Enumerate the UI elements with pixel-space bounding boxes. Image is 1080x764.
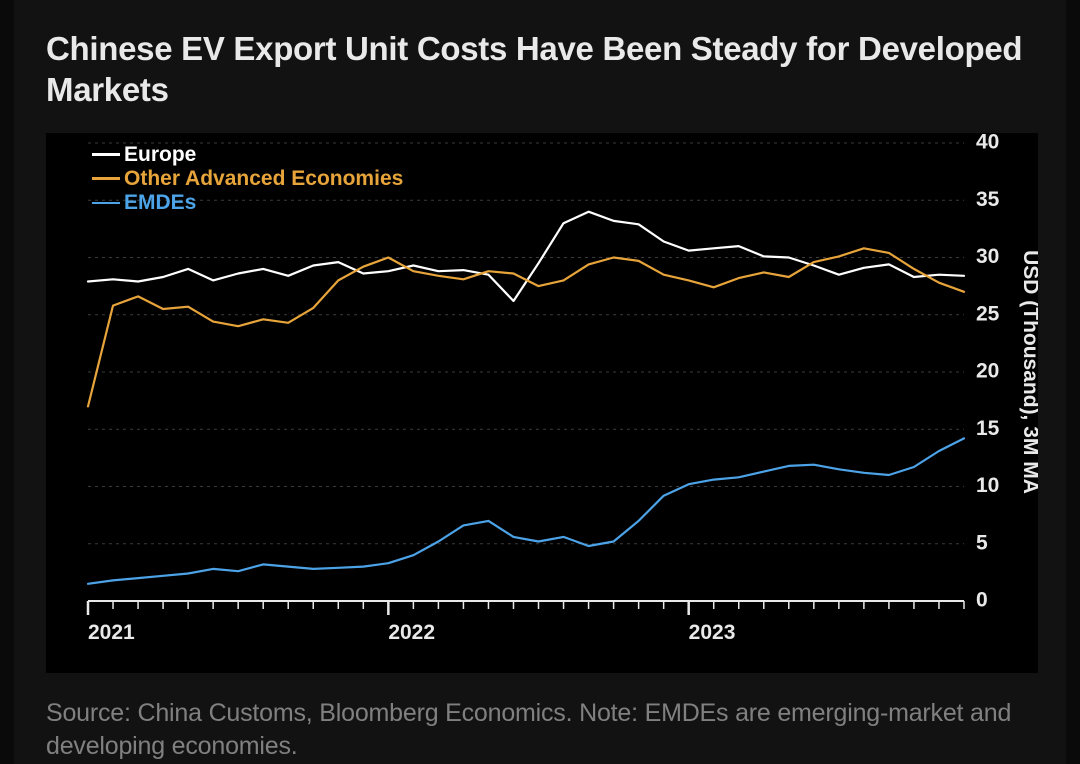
legend-item-europe: Europe xyxy=(92,143,403,167)
svg-text:20: 20 xyxy=(976,359,999,382)
svg-text:40: 40 xyxy=(976,133,999,154)
svg-text:30: 30 xyxy=(976,245,999,268)
chart-card: Chinese EV Export Unit Costs Have Been S… xyxy=(14,0,1066,764)
svg-text:10: 10 xyxy=(976,474,999,497)
legend-item-other-advanced-economies: Other Advanced Economies xyxy=(92,167,403,191)
series-emdes xyxy=(88,438,964,583)
svg-text:5: 5 xyxy=(976,531,988,554)
legend-swatch xyxy=(92,153,120,156)
svg-text:35: 35 xyxy=(976,187,1000,210)
svg-text:15: 15 xyxy=(976,416,1000,439)
legend-label: EMDEs xyxy=(124,191,196,215)
svg-text:0: 0 xyxy=(976,588,988,611)
svg-text:25: 25 xyxy=(976,302,1000,325)
chart-container: 0 5 10 15 20 25 30 35 40 2021 2022 2023 USD (Thousan… xyxy=(46,133,1038,673)
legend-swatch xyxy=(92,177,120,180)
chart-source-note: Source: China Customs, Bloomberg Economi… xyxy=(46,697,1034,764)
svg-text:2023: 2023 xyxy=(689,621,736,644)
legend-swatch xyxy=(92,202,120,205)
svg-text:2022: 2022 xyxy=(388,621,435,644)
chart-legend: EuropeOther Advanced EconomiesEMDEs xyxy=(92,143,403,215)
legend-label: Other Advanced Economies xyxy=(124,167,403,191)
series-europe xyxy=(88,211,964,300)
svg-text:2021: 2021 xyxy=(88,621,135,644)
svg-text:USD (Thousand), 3M MA: USD (Thousand), 3M MA xyxy=(1019,250,1038,494)
chart-title: Chinese EV Export Unit Costs Have Been S… xyxy=(46,28,1034,111)
legend-label: Europe xyxy=(124,143,196,167)
legend-item-emdes: EMDEs xyxy=(92,191,403,215)
